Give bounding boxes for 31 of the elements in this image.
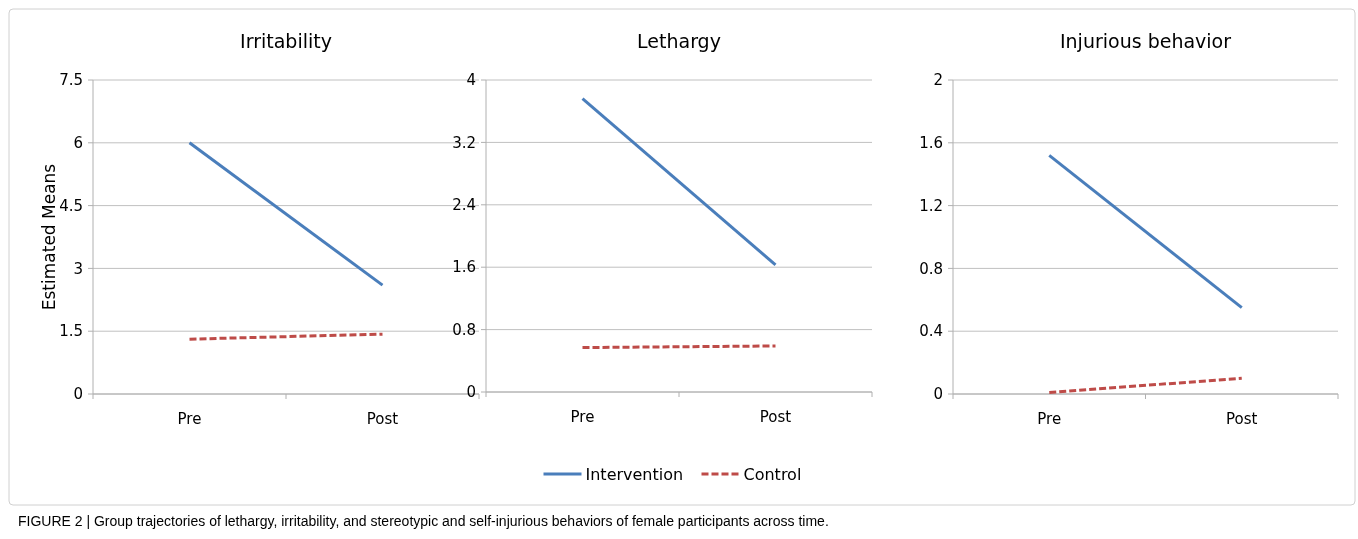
y-tick-label: 1.6 — [452, 258, 476, 277]
y-tick-label: 1.5 — [59, 322, 83, 341]
y-tick-label: 2 — [933, 71, 943, 90]
y-tick-label: 1.6 — [919, 134, 943, 153]
y-tick-label: 2.4 — [452, 196, 476, 215]
y-axis-title: Estimated Means — [39, 163, 59, 311]
legend-label: Intervention — [585, 464, 684, 484]
x-tick-label: Post — [1226, 410, 1258, 428]
y-tick-label: 0.8 — [919, 259, 943, 278]
x-tick-label: Post — [366, 410, 399, 428]
caption: FIGURE 2 | Group trajectories of lethargy, irritability, and stereotypic and self-injurious behaviors of female participants across time. — [18, 513, 829, 529]
y-tick-label: 4.5 — [59, 196, 83, 215]
y-tick-label: 3 — [73, 259, 83, 278]
y-tick-label: 4 — [466, 71, 476, 90]
y-tick-label: 0 — [466, 383, 476, 402]
y-tick-label: 7.5 — [59, 71, 83, 90]
chart-title: Lethargy — [637, 30, 721, 52]
x-tick-label: Pre — [177, 410, 202, 428]
chart-title: Injurious behavior — [1059, 30, 1232, 52]
y-tick-label: 0 — [933, 385, 943, 404]
chart-title: Irritability — [240, 30, 332, 52]
y-tick-label: 0 — [73, 385, 83, 404]
y-tick-label: 0.4 — [919, 322, 943, 341]
legend-label: Control — [743, 464, 802, 484]
y-tick-label: 6 — [73, 134, 83, 153]
y-tick-label: 1.2 — [919, 196, 943, 215]
x-tick-label: Post — [759, 408, 792, 426]
y-tick-label: 3.2 — [452, 133, 476, 152]
x-tick-label: Pre — [1037, 410, 1062, 428]
x-tick-label: Pre — [570, 408, 595, 426]
y-tick-label: 0.8 — [452, 320, 476, 339]
